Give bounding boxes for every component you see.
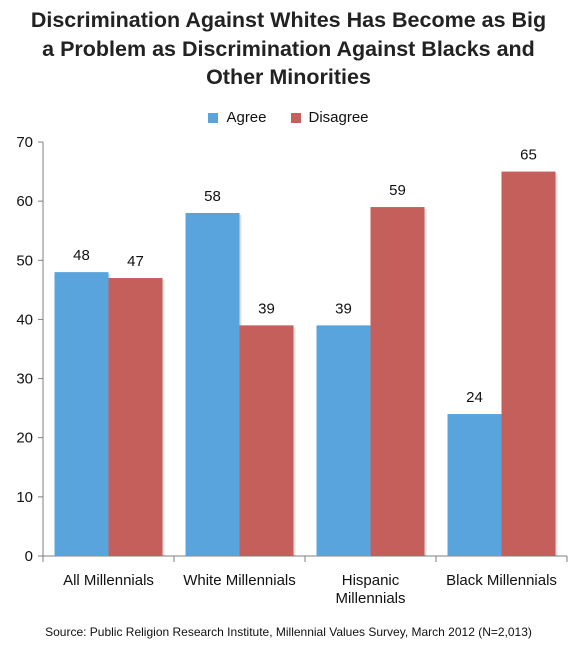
legend-item-disagree: Disagree — [290, 109, 369, 126]
data-label-agree: 58 — [204, 188, 221, 205]
legend-label-disagree: Disagree — [308, 109, 369, 126]
legend-swatch-disagree — [290, 112, 301, 123]
y-tick-label: 60 — [16, 193, 33, 210]
bar-agree — [447, 414, 502, 556]
y-tick-label: 30 — [16, 371, 33, 388]
source-note: Source: Public Religion Research Institu… — [45, 625, 532, 639]
x-tick-label: Hispanic — [342, 572, 400, 589]
y-tick-label: 0 — [25, 548, 33, 565]
data-label-disagree: 39 — [258, 300, 275, 317]
bar-disagree — [501, 171, 556, 557]
chart-title-line-3: Other Minorities — [206, 65, 371, 89]
y-tick-label: 50 — [16, 252, 33, 269]
bar-agree — [185, 212, 240, 556]
y-tick-label: 40 — [16, 311, 33, 328]
x-tick-label: Black Millennials — [446, 572, 557, 589]
bar-disagree — [108, 278, 163, 556]
x-tick-label: All Millennials — [63, 572, 154, 589]
data-label-disagree: 65 — [520, 147, 537, 164]
y-tick-label: 70 — [16, 134, 33, 151]
data-label-agree: 48 — [73, 247, 90, 264]
chart-title-line-2: a Problem as Discrimination Against Blac… — [42, 36, 535, 61]
data-label-agree: 24 — [466, 389, 483, 406]
y-tick-label: 10 — [16, 489, 33, 506]
x-tick-label: Millennials — [335, 590, 405, 607]
data-label-disagree: 59 — [389, 182, 406, 199]
bar-agree — [316, 325, 371, 556]
legend-swatch-agree — [208, 112, 219, 123]
y-tick-label: 20 — [16, 430, 33, 447]
data-label-disagree: 47 — [127, 253, 144, 270]
chart-title: Discrimination Against Whites Has Become… — [0, 6, 577, 92]
bar-disagree — [370, 207, 425, 557]
legend-item-agree: Agree — [208, 109, 267, 126]
chart-title-line-1: Discrimination Against Whites Has Become… — [30, 8, 547, 32]
data-label-agree: 39 — [335, 300, 352, 317]
x-tick-label: White Millennials — [183, 572, 296, 589]
bar-agree — [54, 272, 109, 556]
chart-legend: Agree Disagree — [0, 109, 577, 126]
legend-label-agree: Agree — [226, 109, 267, 126]
bar-disagree — [239, 325, 294, 556]
